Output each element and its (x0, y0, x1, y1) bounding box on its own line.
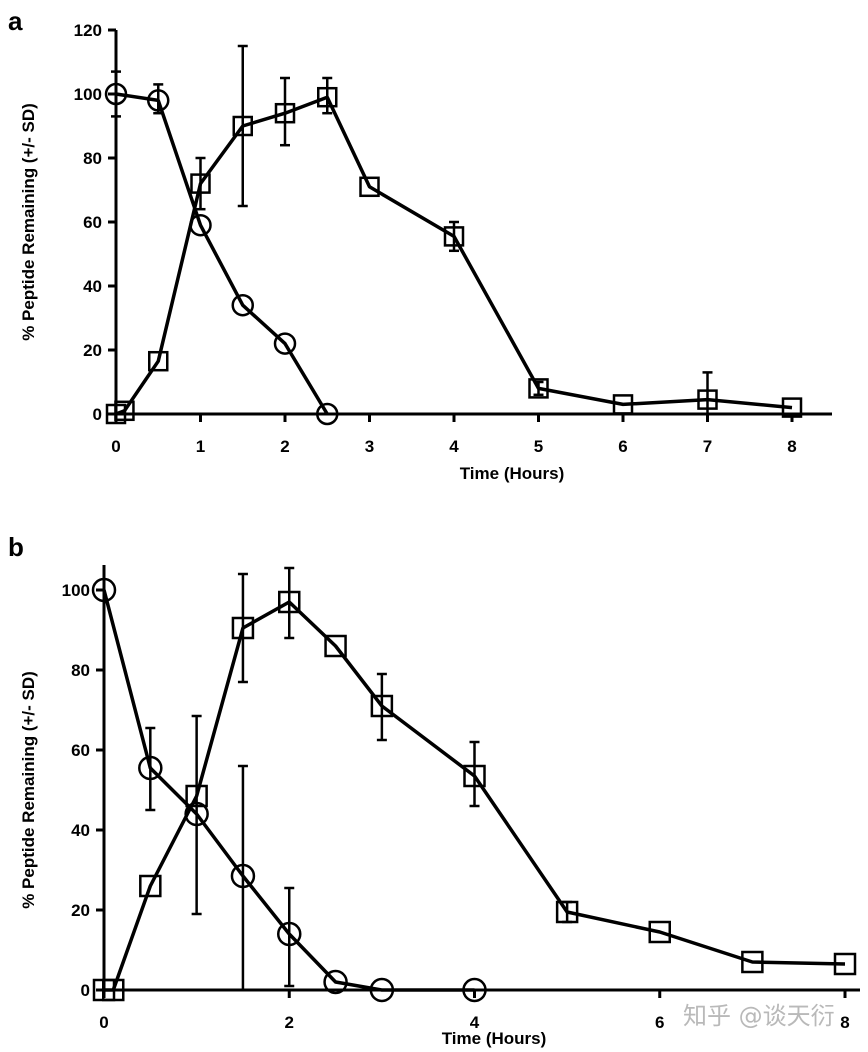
panel-a-squares-point (274, 102, 296, 124)
panel-b-y-tick-label: 0 (81, 981, 90, 1000)
panel-a-squares-point (443, 226, 465, 247)
panel-a-x-tick-label: 2 (280, 437, 289, 456)
panel-b-marks (91, 566, 857, 1003)
panel-a-squares-point (697, 389, 718, 410)
panel-b-circles-point (91, 577, 117, 603)
panel-b-x-tick-label: 4 (470, 1013, 480, 1032)
panel-a-squares-point (114, 400, 135, 422)
panel-b-squares-line (104, 600, 846, 992)
panel-a-y-tick-label: 40 (83, 277, 102, 296)
panel-b-squares-point (102, 978, 125, 1002)
panel-b-squares-point (463, 764, 486, 788)
panel-a-circles-line (115, 92, 329, 415)
panel-b-x-axis-title: Time (Hours) (442, 1029, 547, 1048)
panel-b-axes (102, 565, 860, 992)
panel-a-y-tick-label: 80 (83, 149, 102, 168)
panel-b-squares-point (185, 784, 208, 808)
panel-b-squares-point (324, 634, 347, 658)
panel-b-x-tick-label: 0 (99, 1013, 108, 1032)
panel-a-x-tick-label: 8 (787, 437, 796, 456)
panel-a-y-tick-label: 20 (83, 341, 102, 360)
panel-a-squares-point (612, 394, 634, 415)
panel-a-circles-point (316, 402, 339, 426)
panel-b-y-tick-label: 40 (71, 821, 90, 840)
panel-a-x-tick-label: 3 (365, 437, 374, 456)
panel-b-circles-point (462, 977, 487, 1003)
panel-b-squares-point (139, 874, 162, 898)
panel-b-y-tick-label: 80 (71, 661, 90, 680)
panel-b-label: b (8, 532, 24, 562)
panel-b-x-tick-label: 8 (840, 1013, 849, 1032)
panel-a-label: a (8, 6, 23, 36)
panel-a-squares-point (781, 397, 803, 418)
panel-a-squares-point (232, 115, 253, 137)
watermark: 知乎 @谈天衍 (683, 1002, 835, 1030)
panel-a-x-tick-label: 4 (449, 437, 459, 456)
panel-a-ticks: 0 20 40 60 80 100 120 0 1 2 3 4 5 6 7 8 (74, 21, 797, 456)
panel-b-circles-point (323, 969, 348, 995)
panel-b-squares-point (648, 920, 671, 944)
panel-b-y-axis-title: % Peptide Remaining (+/- SD) (19, 671, 38, 909)
panel-a-y-tick-label: 60 (83, 213, 102, 232)
panel-b-squares-point (555, 900, 579, 924)
panel-a-x-tick-label: 7 (703, 437, 712, 456)
panel-b-circles-point (277, 921, 302, 947)
panel-a-squares-point (190, 173, 211, 194)
panel-a-x-axis-title: Time (Hours) (460, 464, 565, 483)
panel-a-x-tick-label: 0 (111, 437, 120, 456)
panel-b: b % Peptide Remaining (+/- SD) Time (Hou… (8, 532, 860, 1048)
panel-b-x-tick-label: 2 (285, 1013, 294, 1032)
panel-b-circles-point (138, 755, 163, 781)
panel-a-circles-point (231, 293, 254, 317)
panel-a-y-tick-label: 100 (74, 85, 102, 104)
panel-b-squares-point (833, 952, 857, 976)
panel-a-circles-point (147, 89, 170, 112)
panel-a-x-tick-label: 5 (534, 437, 543, 456)
panel-b-y-tick-label: 100 (62, 581, 90, 600)
panel-b-squares-point (370, 694, 394, 718)
panel-a-marks (104, 44, 803, 426)
panel-b-squares-point (231, 616, 255, 640)
panel-b-squares-point (278, 590, 301, 614)
panel-b-y-tick-label: 60 (71, 741, 90, 760)
panel-a-y-axis-title: % Peptide Remaining (+/- SD) (19, 103, 38, 341)
panel-b-squares-point (741, 950, 764, 974)
panel-a-squares-point (148, 350, 169, 372)
panel-a-x-tick-label: 1 (196, 437, 205, 456)
panel-b-circles-point (369, 977, 395, 1003)
panel-a-y-tick-label: 120 (74, 21, 102, 40)
panel-a-y-tick-label: 0 (93, 405, 102, 424)
panel-a-squares-point (317, 86, 338, 108)
panel-a-circles-point (273, 332, 297, 355)
panel-a-circles-point (104, 82, 128, 106)
panel-a-squares-point (359, 176, 380, 198)
panel-b-ticks: 0 20 40 60 80 100 0 2 4 6 8 (62, 581, 850, 1032)
panel-a: a % Peptide Remaining (+/- SD) Time (Hou… (8, 6, 832, 483)
panel-a-x-tick-label: 6 (618, 437, 627, 456)
panel-b-x-tick-label: 6 (655, 1013, 664, 1032)
panel-b-circles-point (230, 863, 256, 889)
panel-b-y-tick-label: 20 (71, 901, 90, 920)
panel-a-squares-point (528, 378, 549, 399)
